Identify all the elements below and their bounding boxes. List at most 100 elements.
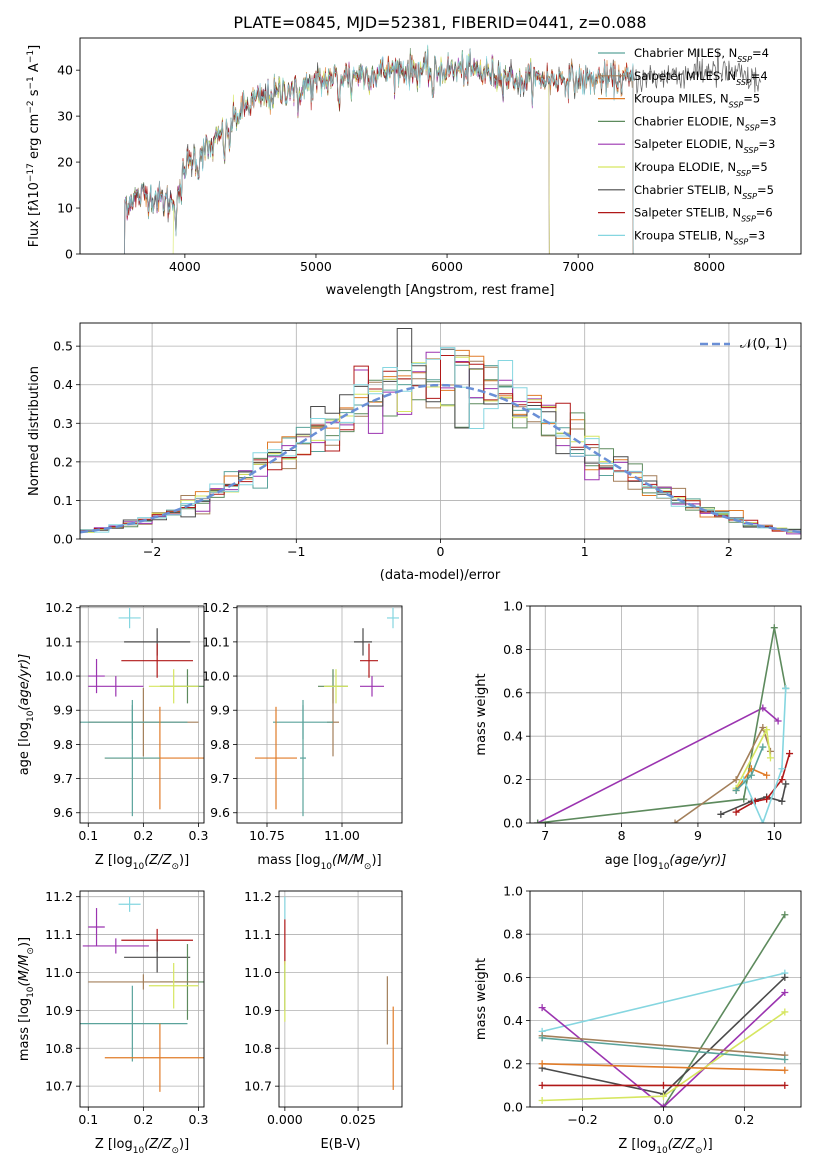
x-tick-label: 2 [725,544,733,559]
y-tick-label: 1.0 [503,884,523,899]
series-marker [786,750,794,758]
errorbar-point [148,669,199,704]
panel-massweight-vs-age: 7 8 9 10 0.0 0.2 0.4 0.6 0.8 1.0 age [log10(age/yr… [474,599,802,872]
series-marker [740,795,748,803]
panel-mass-vs-Z: 0.1 0.2 0.3 10.7 10.8 10.9 11.0 11.1 11.2 Z [log1… [17,889,209,1156]
errorbar-point [121,643,193,678]
x-tick-label: 5000 [300,259,332,274]
axes-frame [529,890,802,1108]
plot-area [255,607,399,817]
panel-age-vs-mass: 10.75 11.00 9.6 9.7 9.8 9.9 10.0 10.1 10.2 mass [… [202,600,403,872]
x-tick-label: −0.2 [567,1112,597,1127]
errorbar-point [255,706,297,810]
legend-entry: Salpeter ELODIE, NSSP=3 [634,137,775,155]
legend-entry: Chabrier MILES, NSSP=4 [634,46,769,64]
x-axis-label: (data-model)/error [380,568,501,583]
errorbar-point [88,658,105,694]
y-tick-label: 11.0 [244,965,272,980]
x-tick-label: 7000 [562,259,594,274]
series-marker [759,743,767,751]
series-marker [671,819,679,823]
x-axis-label: wavelength [Angstrom, rest frame] [326,283,555,298]
series-marker [759,819,767,823]
legend-entry: Chabrier STELIB, NSSP=5 [634,183,774,201]
y-axis-label: Normed distribution [27,366,42,496]
y-tick-label: 9.7 [53,771,73,786]
x-tick-label: 1 [581,544,589,559]
y-tick-label: 0.8 [503,642,523,657]
axes-frame [79,605,205,824]
y-tick-label: 10 [57,201,73,216]
series-marker [763,726,771,734]
y-tick-label: 0.6 [503,685,523,700]
errorbar-point [360,676,384,697]
series-marker [778,797,786,805]
y-tick-label: 0 [65,247,73,262]
series-line-chabrier-elodie [662,914,786,1107]
y-axis-label: mass weight [474,673,489,755]
x-tick-label: 0.3 [189,1112,209,1127]
y-tick-label: 0.4 [503,1013,523,1028]
x-tick-label: 9 [694,828,702,843]
y-tick-label: 0.4 [53,377,73,392]
y-tick-label: 0.2 [503,1056,523,1071]
panel-massweight-vs-Z: −0.2 0.0 0.2 0.0 0.2 0.4 0.6 0.8 1.0 Z [log10(Z/Z… [474,884,802,1156]
y-tick-label: 0.4 [503,729,523,744]
plot-area [124,44,762,254]
panel-mass-vs-ebv: 0.000 0.025 10.7 10.8 10.9 11.0 11.1 11.2 E(B-V) [244,889,403,1152]
figure-title: PLATE=0845, MJD=52381, FIBERID=0441, z=0… [233,13,646,32]
plot-area [80,328,801,539]
series-marker [538,1097,546,1105]
axes-frame [79,322,802,540]
spectrum-line-kroupa-stelib [124,44,634,254]
series-line-salpeter-miles [674,725,772,823]
y-tick-label: 0.0 [53,532,73,547]
y-tick-label: 11.0 [45,965,73,980]
spectrum-line-salpeter-stelib [124,49,634,254]
x-tick-label: 10.75 [249,828,285,843]
x-axis-label: Z [log10(Z/Z⊙)] [618,1137,712,1156]
x-tick-label: 10 [766,828,782,843]
series-marker [538,1060,546,1068]
series-marker [781,911,789,919]
axes-frame [79,37,802,255]
series-line-kroupa-miles [542,1063,785,1072]
x-tick-label: 0.2 [734,1112,754,1127]
y-tick-label: 0.6 [503,970,523,985]
errorbar-point [124,942,191,973]
errorbar-point [88,974,199,990]
x-tick-label: 0.1 [78,1112,98,1127]
errorbar-point [80,985,188,1062]
y-tick-label: 30 [57,109,73,124]
panel-spectrum: 4000 5000 6000 7000 8000 0 10 20 30 40 wavelength … [26,37,802,298]
y-tick-label: 10.7 [244,1079,272,1094]
series-marker [747,771,755,779]
legend-entry: 𝒩(0, 1) [740,337,787,352]
legend-entry: Kroupa MILES, NSSP=5 [634,92,760,110]
panel-residuals: −2 −1 0 1 2 0.0 0.1 0.2 0.3 0.4 0.5 𝒩(0, 1) (data-mo… [27,322,802,583]
x-tick-label: 4000 [169,259,201,274]
y-tick-label: 9.9 [53,703,73,718]
series-line-kroupa-stelib [742,688,787,823]
series-marker [778,776,786,784]
y-tick-label: 10.7 [45,1079,73,1094]
series-marker [759,724,767,732]
y-tick-label: 0.2 [53,454,73,469]
series-marker [659,1092,667,1100]
y-tick-label: 10.1 [202,634,230,649]
y-tick-label: 0.3 [53,416,73,431]
axes-frame [79,890,205,1108]
x-axis-label: Z [log10(Z/Z⊙)] [95,1137,189,1156]
y-tick-label: 0.2 [503,772,523,787]
series-marker [534,819,542,823]
x-axis-label: E(B-V) [320,1137,360,1152]
y-tick-label: 11.1 [45,927,73,942]
legend: Chabrier MILES, NSSP=4 Salpeter MILES, NS… [598,46,776,246]
errorbar-point [148,963,199,1009]
x-axis-label: age [log10(age/yr)] [605,853,727,872]
errorbar-point [118,607,141,629]
y-tick-label: 9.8 [210,737,230,752]
errorbar-point [82,938,149,954]
series-marker [732,808,740,816]
